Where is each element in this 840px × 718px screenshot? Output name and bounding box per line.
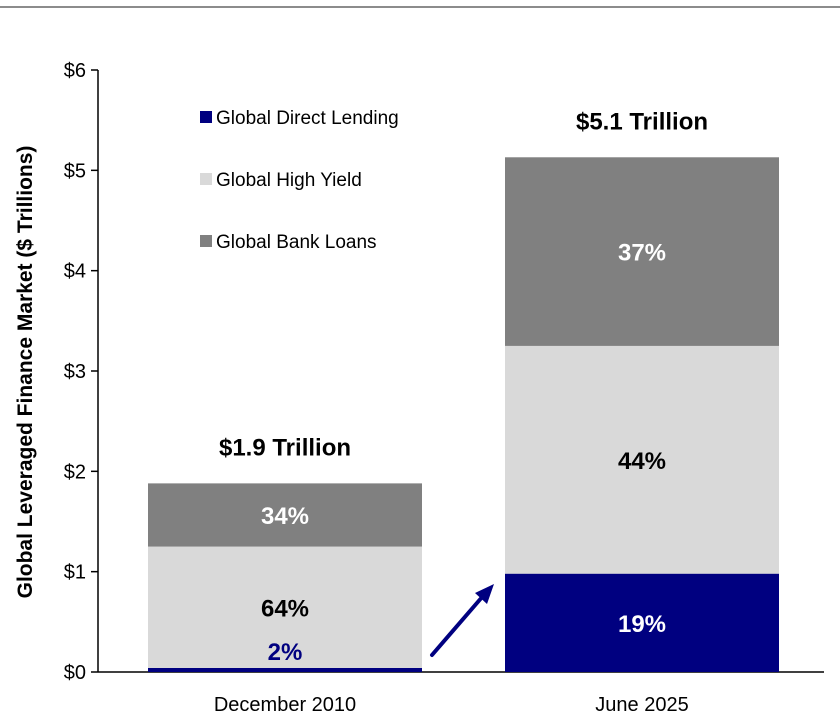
x-category-label: December 2010	[214, 694, 356, 716]
bar-segment	[505, 157, 779, 346]
segment-label: 64%	[261, 595, 309, 622]
bar-segment	[148, 546, 422, 668]
arrow-head	[475, 584, 494, 604]
total-label: $1.9 Trillion	[219, 434, 351, 461]
bar-segment	[148, 667, 422, 672]
bars	[148, 157, 779, 672]
y-tick-label: $0	[64, 662, 86, 684]
legend-swatch	[200, 111, 212, 123]
legend-swatch	[200, 173, 212, 185]
arrow-shaft	[430, 594, 485, 657]
x-category-label: June 2025	[595, 694, 688, 716]
segment-label: 34%	[261, 503, 309, 530]
y-axis-label: Global Leveraged Finance Market ($ Trill…	[14, 146, 37, 599]
y-tick-label: $1	[64, 562, 86, 584]
segment-label: 2%	[268, 639, 303, 666]
segment-label: 37%	[618, 240, 666, 267]
segment-label: 44%	[618, 448, 666, 475]
bar-segment	[148, 483, 422, 547]
legend-label: Global High Yield	[216, 170, 362, 191]
legend-label: Global Direct Lending	[216, 108, 399, 129]
y-tick-label: $5	[64, 160, 86, 182]
legend-label: Global Bank Loans	[216, 232, 377, 253]
total-label: $5.1 Trillion	[576, 108, 708, 135]
y-tick-label: $6	[64, 60, 86, 82]
legend-swatch	[200, 235, 212, 247]
annotations	[430, 584, 494, 657]
y-tick-label: $3	[64, 361, 86, 383]
y-tick-label: $4	[64, 261, 86, 283]
segment-labels: 2% 64% 34% $1.9 Trillion 19% 44% 37% $5.1 Trill…	[219, 108, 708, 666]
y-tick-label: $2	[64, 461, 86, 483]
bar-segment	[505, 573, 779, 672]
segment-label: 19%	[618, 611, 666, 638]
bar-segment	[505, 345, 779, 574]
legend: Global Direct Lending Global High Yield Gl…	[200, 108, 399, 253]
